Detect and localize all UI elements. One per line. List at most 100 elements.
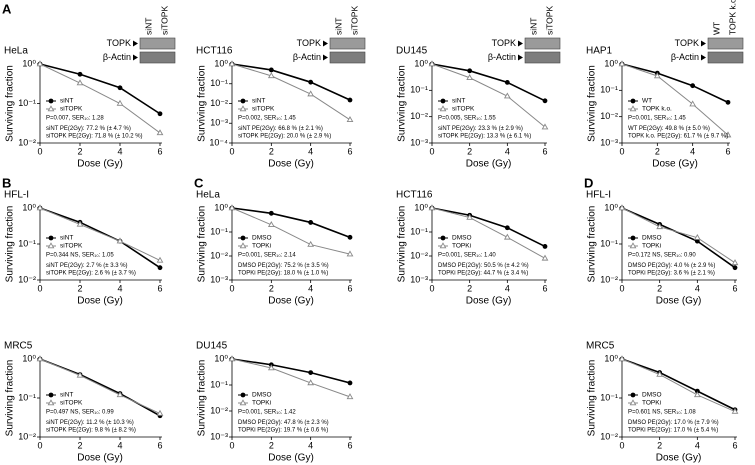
data-point xyxy=(693,233,701,240)
legend-marker xyxy=(47,242,55,249)
x-axis-label: Dose (Gy) xyxy=(656,296,702,307)
legend-marker xyxy=(47,105,55,112)
legend-label: TOPKi xyxy=(252,400,271,407)
legend-marker xyxy=(48,235,54,241)
legend-label: WT xyxy=(642,98,652,105)
series-line xyxy=(231,207,351,239)
data-point xyxy=(689,100,697,107)
data-point xyxy=(307,379,315,386)
y-axis-label: Surviving fraction xyxy=(197,360,208,437)
data-point xyxy=(656,223,664,230)
y-tick-label: 10⁻² xyxy=(18,274,36,284)
y-tick-label: 10⁰ xyxy=(22,58,36,68)
y-tick-label: 10⁻³ xyxy=(600,137,618,147)
x-tick-label: 6 xyxy=(157,440,162,450)
y-tick-label: 10⁻¹ xyxy=(210,78,228,88)
data-point xyxy=(541,254,549,261)
series-line xyxy=(39,207,161,261)
panel-title: HFL-I xyxy=(4,190,29,201)
data-point xyxy=(618,355,626,362)
data-point xyxy=(428,60,436,67)
panel-letter: C xyxy=(194,175,204,190)
series-line xyxy=(39,358,161,417)
y-tick-label: 10⁻¹ xyxy=(210,226,228,236)
annotation: P=0.497 NS, SER₁₀: 0.99 xyxy=(46,410,114,416)
legend-label: siTOPK xyxy=(60,243,83,250)
data-point xyxy=(346,393,354,400)
annotation: DMSO PE(2Gy): 75.2 % (± 3.5 %) xyxy=(238,263,329,269)
blot-lane-label: WT xyxy=(711,22,721,35)
series-line xyxy=(621,358,736,411)
data-point xyxy=(308,79,314,85)
x-tick-label: 4 xyxy=(695,440,700,450)
y-tick-label: 10⁻² xyxy=(18,431,36,441)
y-axis-label: Surviving fraction xyxy=(397,206,408,283)
annotation: siNT PE(2Gy): 2.7 % (± 3.3 %) xyxy=(46,263,128,269)
x-tick-label: 0 xyxy=(229,440,234,450)
panel-title: HFL-I xyxy=(586,190,611,201)
blot-band xyxy=(707,51,744,64)
blot-band xyxy=(329,51,366,64)
data-point xyxy=(732,265,738,271)
blot-lane-label: siTOPK xyxy=(349,6,359,35)
y-axis-label: Surviving fraction xyxy=(397,65,408,142)
y-tick-label: 10⁰ xyxy=(214,202,228,212)
data-point xyxy=(346,250,354,257)
blot-band xyxy=(524,37,561,50)
data-point xyxy=(347,234,353,240)
y-tick-label: 10⁻¹ xyxy=(600,392,618,402)
annotation: siNT PE(2Gy): 77.2 % (± 4.7 %) xyxy=(46,126,131,132)
legend-label: TOPKi xyxy=(642,400,661,407)
annotation: P=0.001, SER₁₀: 1.42 xyxy=(238,410,296,416)
blot-row-label: TOPK xyxy=(107,38,131,48)
panel-title: HeLa xyxy=(4,46,28,57)
legend-marker xyxy=(48,98,54,104)
legend-label: siNT xyxy=(252,98,265,105)
data-point xyxy=(653,72,661,79)
panel-letter: B xyxy=(2,175,11,190)
x-axis-label: Dose (Gy) xyxy=(466,296,512,307)
blot-row-label: TOPK xyxy=(297,38,321,48)
data-point xyxy=(347,97,353,103)
data-point xyxy=(656,370,664,377)
legend-label: DMSO xyxy=(252,235,272,242)
data-point xyxy=(542,244,548,249)
y-tick-label: 10⁰ xyxy=(214,58,228,68)
data-point xyxy=(307,240,315,247)
panel-letter: A xyxy=(2,1,12,16)
y-tick-label: 10⁰ xyxy=(414,58,428,68)
y-tick-label: 10⁻¹ xyxy=(410,226,428,236)
data-point xyxy=(76,220,84,227)
x-axis-label: Dose (Gy) xyxy=(268,453,314,464)
legend-marker xyxy=(48,392,54,398)
legend-marker xyxy=(629,242,637,249)
legend-label: TOPKi xyxy=(452,243,471,250)
annotation: siTOPK PE(2Gy): 13.3 % (± 6.1 %) xyxy=(438,134,531,140)
y-tick-label: 10⁻² xyxy=(18,137,36,147)
panel-title: MRC5 xyxy=(586,341,615,352)
data-point xyxy=(268,67,274,73)
x-tick-label: 2 xyxy=(655,146,660,156)
annotation: WT PE(2Gy): 49.8 % (± 5.0 %) xyxy=(628,126,710,132)
data-point xyxy=(116,391,124,398)
data-point xyxy=(157,111,163,117)
legend-label: siTOPK xyxy=(252,106,275,113)
annotation: P=0.344 NS, SER₁₀: 1.05 xyxy=(46,253,114,259)
x-tick-label: 6 xyxy=(157,146,162,156)
x-axis-label: Dose (Gy) xyxy=(656,453,702,464)
data-point xyxy=(694,238,700,244)
series-line xyxy=(621,207,736,264)
legend-label: DMSO xyxy=(452,235,472,242)
y-tick-label: 10⁰ xyxy=(604,353,618,363)
data-point xyxy=(731,407,739,414)
blot-arrow xyxy=(323,54,328,61)
data-point xyxy=(267,364,275,371)
annotation: DMSO PE(2Gy): 17.0 % (± 7.9 %) xyxy=(628,420,719,426)
data-point xyxy=(228,204,236,211)
blot-band xyxy=(524,51,561,64)
legend-marker xyxy=(239,105,247,112)
series-line xyxy=(39,207,161,269)
x-axis-label: Dose (Gy) xyxy=(77,296,123,307)
x-tick-label: 6 xyxy=(157,283,162,293)
